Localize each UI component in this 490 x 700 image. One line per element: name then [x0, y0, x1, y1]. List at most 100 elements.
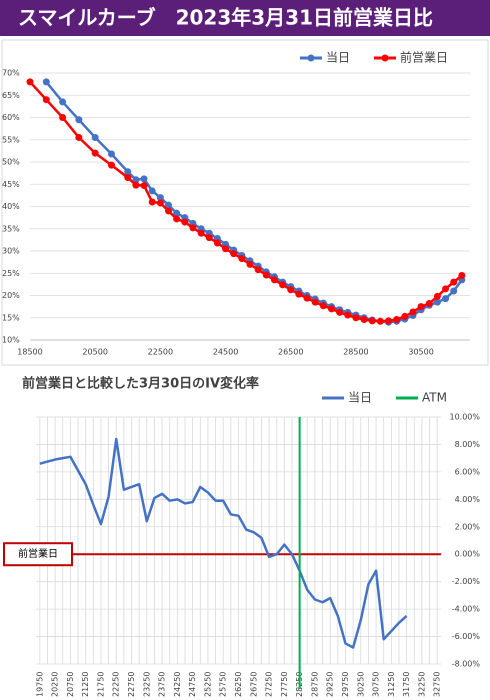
y-tick-label: 30% [2, 247, 20, 256]
x-tick-label: 30750 [372, 672, 381, 697]
data-point [148, 198, 156, 206]
chart-frame [1, 39, 489, 366]
y-tick-label: 45% [2, 180, 20, 189]
x-tick-label: 23250 [142, 672, 151, 697]
x-tick-label: 22500 [148, 348, 173, 357]
x-tick-label: 24750 [188, 672, 197, 697]
y-tick-label: 8.00% [455, 440, 481, 449]
x-tick-label: 28500 [343, 348, 368, 357]
y-tick-label: 10% [2, 336, 20, 345]
series-line [39, 437, 408, 649]
data-point [59, 98, 67, 106]
data-point [442, 295, 450, 303]
data-point [295, 290, 303, 298]
data-point [205, 234, 213, 242]
x-tick-label: 25750 [219, 672, 228, 697]
y-tick-label: 65% [2, 91, 20, 100]
data-point [165, 207, 173, 215]
y-tick-label: 40% [2, 202, 20, 211]
y-tick-label: 0.00% [455, 550, 481, 559]
y-tick-label: 4.00% [455, 495, 481, 504]
data-point [360, 316, 368, 324]
x-tick-label: 32750 [433, 672, 442, 697]
data-point [442, 285, 450, 293]
data-point [319, 302, 327, 310]
y-tick-label: 60% [2, 113, 20, 122]
x-tick-label: 22250 [112, 672, 121, 697]
x-tick-label: 26250 [234, 672, 243, 697]
x-tick-label: 31250 [387, 672, 396, 697]
data-point [107, 150, 115, 158]
data-point [311, 298, 319, 306]
legend-label: 当日 [348, 391, 372, 405]
data-point [409, 308, 417, 316]
x-tick-label: 20750 [66, 672, 75, 697]
y-tick-label: -8.00% [452, 660, 481, 669]
x-tick-label: 25250 [203, 672, 212, 697]
y-tick-label: 15% [2, 313, 20, 322]
x-tick-label: 24500 [213, 348, 238, 357]
x-tick-label: 31750 [402, 672, 411, 697]
data-point [393, 316, 401, 324]
y-tick-label: 50% [2, 158, 20, 167]
y-tick-label: -4.00% [452, 605, 481, 614]
data-point [433, 298, 441, 306]
x-tick-label: 27250 [265, 672, 274, 697]
data-point [262, 271, 270, 279]
chart-title: 前営業日と比較した3月30日のIV変化率 [22, 376, 259, 392]
x-tick-label: 24250 [173, 672, 182, 697]
data-point [352, 314, 360, 322]
legend-marker [381, 54, 389, 62]
data-point [91, 134, 99, 142]
x-tick-label: 26750 [249, 672, 258, 697]
y-tick-label: 2.00% [455, 522, 481, 531]
y-tick-label: -2.00% [452, 577, 481, 586]
data-point [140, 182, 148, 190]
legend-label: ATM [422, 391, 447, 405]
data-point [433, 292, 441, 300]
data-point [75, 116, 83, 124]
x-tick-label: 28750 [310, 672, 319, 697]
data-point [222, 245, 230, 253]
x-tick-label: 32250 [417, 672, 426, 697]
data-point [26, 78, 34, 86]
y-tick-label: -6.00% [452, 632, 481, 641]
y-tick-label: 20% [2, 291, 20, 300]
data-point [417, 303, 425, 311]
data-point [425, 300, 433, 308]
data-point [156, 199, 164, 207]
data-point [230, 250, 238, 258]
page-title: スマイルカーブ 2023年3月31日前営業日比 [18, 6, 433, 30]
series-line [45, 81, 463, 324]
data-point [91, 149, 99, 157]
data-point [132, 181, 140, 189]
data-point [132, 176, 140, 184]
data-point [287, 286, 295, 294]
data-point [246, 260, 254, 268]
x-tick-label: 26500 [278, 348, 303, 357]
data-point [238, 255, 246, 263]
data-point [156, 194, 164, 202]
data-point [181, 218, 189, 226]
data-point [270, 276, 278, 284]
data-point [107, 161, 115, 169]
y-tick-label: 55% [2, 135, 20, 144]
data-point [458, 271, 466, 279]
data-point [368, 317, 376, 325]
data-point [124, 168, 132, 176]
data-point [197, 229, 205, 237]
x-tick-label: 20500 [82, 348, 107, 357]
data-point [59, 114, 67, 121]
data-point [173, 209, 181, 217]
data-point [148, 187, 156, 195]
data-point [173, 215, 181, 223]
legend-marker [307, 54, 315, 62]
x-tick-label: 18500 [17, 348, 42, 357]
data-point [450, 278, 458, 286]
x-tick-label: 20250 [51, 672, 60, 697]
annotation-box [3, 542, 73, 567]
x-tick-label: 22750 [127, 672, 136, 697]
x-tick-label: 19750 [35, 672, 44, 697]
y-tick-label: 70% [2, 69, 20, 78]
